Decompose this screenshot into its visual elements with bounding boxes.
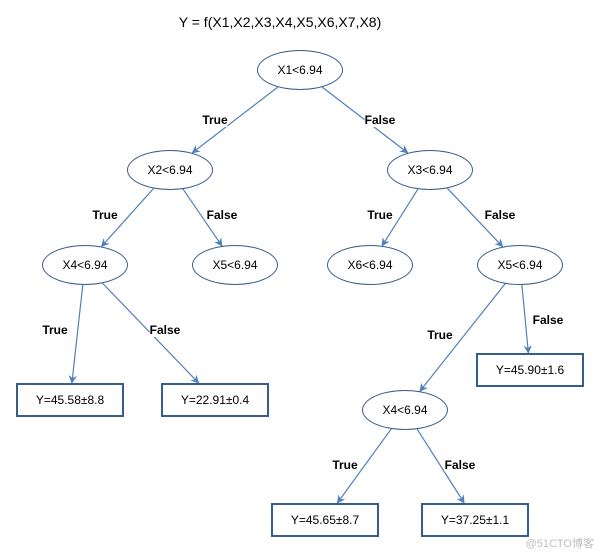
decision-node: X1<6.94 xyxy=(257,50,343,90)
decision-node: X5<6.94 xyxy=(477,245,563,285)
edge-label: False xyxy=(533,313,564,327)
edge-label: False xyxy=(485,208,516,222)
edge-label: True xyxy=(367,208,392,222)
edge-label: True xyxy=(92,208,117,222)
tree-canvas: Y = f(X1,X2,X3,X4,X5,X6,X7,X8) True False T… xyxy=(0,0,600,555)
edge-label: False xyxy=(365,113,396,127)
edge-label: False xyxy=(150,323,181,337)
decision-node: X5<6.94 xyxy=(192,245,278,285)
tree-edge xyxy=(72,285,83,383)
leaf-node: Y=37.25±1.1 xyxy=(421,503,529,537)
edge-label: True xyxy=(332,458,357,472)
leaf-node: Y=22.91±0.4 xyxy=(161,383,269,417)
watermark: @51CTO博客 xyxy=(526,535,594,551)
decision-node: X4<6.94 xyxy=(362,390,448,430)
decision-node: X3<6.94 xyxy=(387,150,473,190)
edge-label: True xyxy=(427,328,452,342)
formula-title: Y = f(X1,X2,X3,X4,X5,X6,X7,X8) xyxy=(179,14,381,30)
leaf-node: Y=45.58±8.8 xyxy=(16,383,124,417)
leaf-node: Y=45.90±1.6 xyxy=(476,353,584,387)
decision-node: X6<6.94 xyxy=(327,245,413,285)
leaf-node: Y=45.65±8.7 xyxy=(271,503,379,537)
edge-label: True xyxy=(42,323,67,337)
edge-label: False xyxy=(207,208,238,222)
edge-label: False xyxy=(445,458,476,472)
tree-edge xyxy=(522,285,528,353)
decision-node: X2<6.94 xyxy=(127,150,213,190)
decision-node: X4<6.94 xyxy=(42,245,128,285)
edge-label: True xyxy=(202,113,227,127)
